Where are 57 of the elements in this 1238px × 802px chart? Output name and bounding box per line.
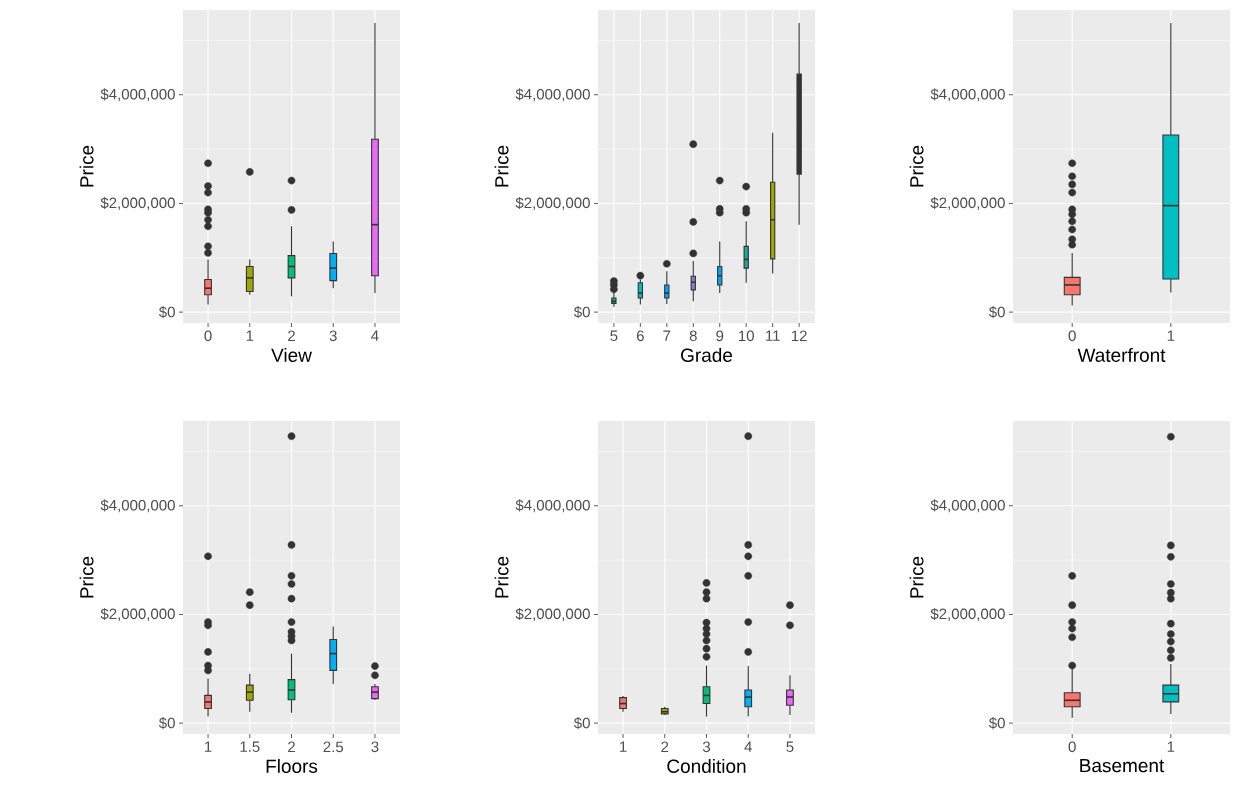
x-axis-title: Waterfront xyxy=(1077,348,1166,362)
x-axis-title: Basement xyxy=(1080,759,1165,773)
y-axis-title: Price xyxy=(79,145,94,187)
y-tick-label: $4,000,000 xyxy=(100,499,175,513)
x-tick-label: 3 xyxy=(329,330,337,342)
x-tick-label: 4 xyxy=(371,330,379,341)
y-axis-title: Price xyxy=(909,556,924,598)
x-tick-label: 8 xyxy=(689,330,697,342)
x-tick-label: 5 xyxy=(786,741,794,752)
y-tick-label: $4,000,000 xyxy=(930,88,1005,102)
x-tick-label: 4 xyxy=(744,741,752,752)
y-tick-label: $2,000,000 xyxy=(100,607,175,621)
y-tick-label: $4,000,000 xyxy=(100,88,175,102)
x-tick-label: 2 xyxy=(288,741,295,752)
x-tick-label: 10 xyxy=(739,330,754,342)
x-tick-label: 12 xyxy=(791,330,807,341)
x-tick-label: 1 xyxy=(205,741,212,752)
y-axis-title: Price xyxy=(494,556,509,598)
y-tick-label: $2,000,000 xyxy=(100,196,175,210)
x-axis-title: Floors xyxy=(266,759,318,773)
y-tick-label: $4,000,000 xyxy=(515,88,590,102)
x-axis-title: Condition xyxy=(667,759,746,773)
x-tick-label: 2.5 xyxy=(323,741,344,753)
x-axis-title: Grade xyxy=(681,348,733,362)
y-tick-label: $0 xyxy=(158,306,175,319)
y-tick-label: $2,000,000 xyxy=(515,607,590,621)
y-tick-label: $2,000,000 xyxy=(515,196,590,210)
x-tick-label: 0 xyxy=(204,330,212,342)
y-tick-label: $0 xyxy=(158,717,175,730)
x-tick-label: 1.5 xyxy=(240,741,260,752)
y-tick-label: $0 xyxy=(988,306,1005,319)
y-tick-label: $0 xyxy=(573,306,590,319)
x-tick-label: 11 xyxy=(766,330,780,341)
y-axis-title: Price xyxy=(909,145,924,187)
y-tick-label: $2,000,000 xyxy=(930,607,1005,621)
y-tick-label: $0 xyxy=(988,717,1005,730)
x-tick-label: 2 xyxy=(288,330,295,341)
x-tick-label: 0 xyxy=(1068,741,1076,753)
y-tick-label: $4,000,000 xyxy=(930,499,1005,513)
x-tick-label: 9 xyxy=(716,330,724,342)
y-tick-label: $0 xyxy=(573,717,590,730)
y-axis-title: Price xyxy=(494,145,509,187)
x-tick-label: 6 xyxy=(636,330,644,342)
x-tick-label: 7 xyxy=(663,330,671,341)
x-tick-label: 1 xyxy=(620,741,627,752)
x-tick-label: 1 xyxy=(1167,741,1175,752)
y-tick-label: $4,000,000 xyxy=(515,499,590,513)
x-tick-label: 5 xyxy=(610,330,618,341)
x-tick-label: 3 xyxy=(702,741,711,753)
x-tick-label: 0 xyxy=(1068,330,1076,342)
x-axis-title: View xyxy=(271,348,312,362)
x-tick-label: 2 xyxy=(661,741,669,752)
x-tick-label: 1 xyxy=(1167,330,1175,341)
y-tick-label: $2,000,000 xyxy=(930,196,1005,210)
y-axis-title: Price xyxy=(79,556,94,598)
x-tick-label: 3 xyxy=(371,741,379,753)
x-tick-label: 1 xyxy=(246,330,254,341)
